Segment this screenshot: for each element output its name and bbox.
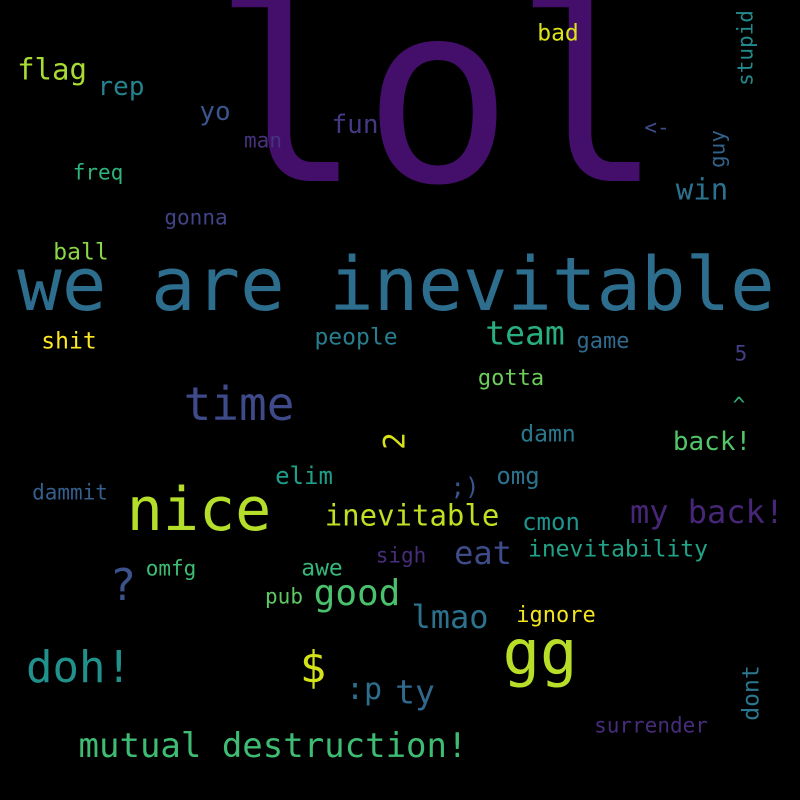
word-omfg: omfg bbox=[145, 556, 197, 581]
word-team: team bbox=[485, 313, 565, 353]
word-pub: pub bbox=[265, 584, 303, 609]
word-wink: ;) bbox=[450, 473, 480, 501]
word-caret: ^ bbox=[732, 393, 746, 418]
word-inevitability: inevitability bbox=[527, 536, 709, 563]
word-damn: damn bbox=[520, 421, 576, 448]
word-fun: fun bbox=[331, 110, 379, 140]
word-gg: gg bbox=[502, 616, 578, 689]
word-people: people bbox=[314, 324, 398, 351]
word-inevitable: inevitable bbox=[324, 498, 500, 533]
word-man: man bbox=[244, 128, 282, 153]
word-time: time bbox=[183, 377, 295, 431]
word-arrow-left: <- bbox=[644, 115, 670, 140]
word-flag: flag bbox=[17, 52, 87, 87]
word-sigh: sigh bbox=[375, 543, 427, 568]
word-guy: guy bbox=[705, 130, 730, 168]
word-we-are-inevitable: we are inevitable bbox=[17, 242, 775, 328]
word-ignore: ignore bbox=[516, 603, 596, 628]
word-elim: elim bbox=[275, 462, 333, 490]
word-back: back! bbox=[672, 427, 752, 457]
word-dollar: $ bbox=[299, 642, 327, 693]
word-lmao: lmao bbox=[411, 598, 489, 636]
word-question-mark: ? bbox=[109, 560, 137, 611]
word-awe: awe bbox=[301, 555, 343, 582]
word-doh: doh! bbox=[26, 642, 132, 693]
word-ty: ty bbox=[395, 672, 435, 712]
word-omg: omg bbox=[496, 462, 540, 490]
word-5: 5 bbox=[734, 341, 748, 366]
word-my-back: my back! bbox=[629, 493, 785, 531]
word-win: win bbox=[675, 172, 729, 207]
word-gotta: gotta bbox=[477, 366, 545, 391]
word-rep: rep bbox=[97, 72, 145, 102]
word-dont: dont bbox=[738, 665, 765, 721]
word-cmon: cmon bbox=[522, 508, 580, 536]
word-2: 2 bbox=[377, 432, 412, 450]
word-gonna: gonna bbox=[164, 205, 228, 230]
word-colon-p: :p bbox=[345, 672, 383, 707]
word-freq: freq bbox=[72, 160, 124, 185]
word-ball: ball bbox=[53, 239, 109, 266]
word-shit: shit bbox=[41, 328, 97, 355]
word-game: game bbox=[576, 329, 630, 354]
word-lol: lol bbox=[212, 0, 664, 240]
word-nice: nice bbox=[126, 475, 272, 545]
word-dammit: dammit bbox=[32, 480, 108, 505]
word-stupid: stupid bbox=[733, 10, 758, 86]
word-surrender: surrender bbox=[594, 713, 708, 738]
word-mutual-destruction: mutual destruction! bbox=[78, 726, 468, 766]
word-eat: eat bbox=[454, 534, 512, 572]
word-bad: bad bbox=[537, 20, 579, 47]
word-good: good bbox=[313, 573, 401, 614]
word-yo: yo bbox=[199, 97, 231, 127]
